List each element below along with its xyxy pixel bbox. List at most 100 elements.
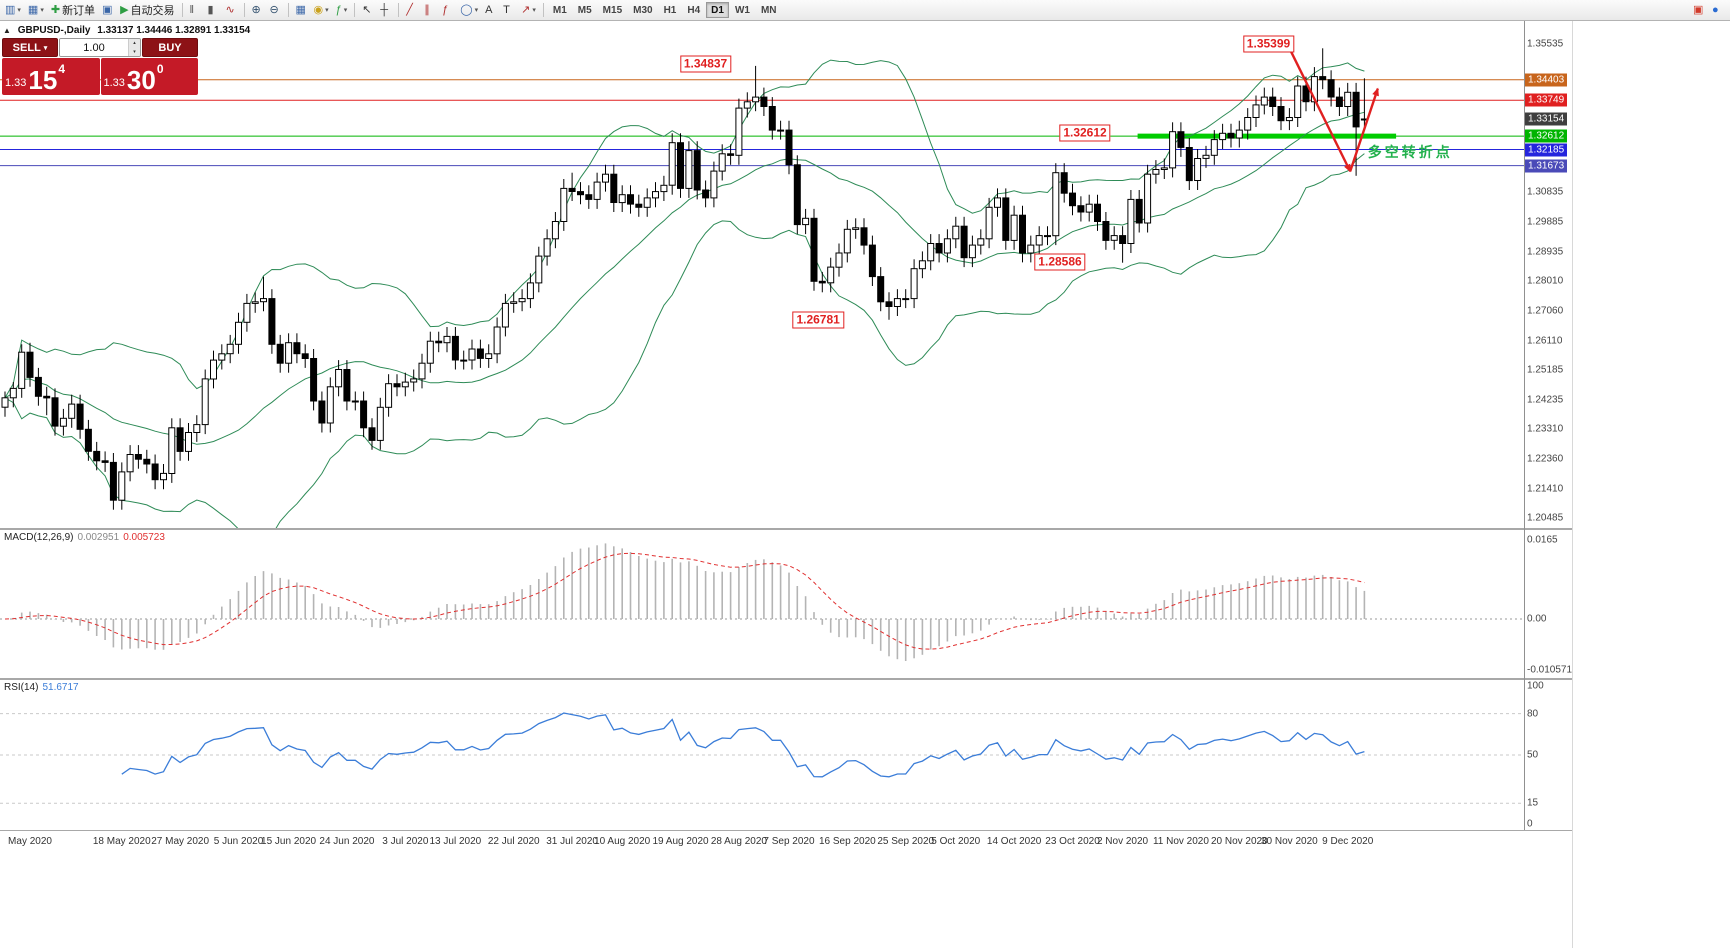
price-callout[interactable]: 1.34837 (679, 55, 732, 73)
sell-button-label: SELL (12, 41, 41, 54)
candlestick (710, 170, 718, 199)
candlestick (652, 191, 659, 199)
price-callout[interactable]: 1.28586 (1034, 253, 1086, 271)
market-watch-button[interactable]: ▣ (99, 2, 116, 19)
date-tick: 5 Oct 2020 (931, 836, 981, 847)
candlestick (109, 461, 117, 501)
candlestick (918, 260, 926, 270)
timeframe-m5-button[interactable]: M5 (573, 2, 597, 18)
bid-price[interactable]: 1.33 15 4 (2, 58, 100, 95)
indicators-button[interactable]: ƒ ▾ (333, 2, 351, 19)
volume-down-button[interactable]: ▾ (129, 47, 140, 56)
text-label-button[interactable]: T (500, 2, 517, 19)
cursor-button[interactable]: ↖ (359, 2, 376, 19)
text-button[interactable]: A (482, 2, 499, 19)
toolbar-right: ▣ ● (1690, 0, 1726, 20)
rsi-tick: 0 (1527, 818, 1533, 830)
auto-trading-button[interactable]: ▶ 自动交易 (117, 2, 177, 19)
toolbar-separator (542, 3, 544, 17)
chart-note[interactable]: 多空转折点 (1367, 143, 1453, 160)
candlestick (1035, 235, 1043, 246)
price-chart-canvas[interactable] (0, 20, 1524, 528)
trendline-button[interactable]: ╱ (403, 2, 420, 19)
volume-up-button[interactable]: ▴ (129, 39, 140, 48)
panel-divider (0, 830, 1572, 831)
ohlc-values: 1.33137 1.34446 1.32891 1.33154 (97, 25, 251, 36)
macd-chart-canvas[interactable] (0, 530, 1524, 678)
chart-header: ▲ GBPUSD-,Daily 1.33137 1.34446 1.32891 … (3, 25, 254, 36)
candlestick (1135, 198, 1143, 224)
candlestick (968, 244, 976, 259)
buy-button[interactable]: BUY (142, 38, 198, 57)
sell-button[interactable]: SELL ▾ (2, 38, 58, 57)
candlestick (518, 298, 526, 303)
arrows-button[interactable]: ↗ ▾ (518, 2, 539, 19)
channel-button[interactable]: ∥ (421, 2, 438, 19)
timeframe-h1-button[interactable]: H1 (659, 2, 682, 18)
navigator-button[interactable]: ◉ ▾ (311, 2, 332, 19)
candlestick (51, 397, 59, 427)
candlestick (176, 427, 184, 452)
ohlc-bars-button[interactable]: ‖ (187, 2, 204, 19)
zoom-out-button[interactable]: ⊖ (267, 2, 284, 19)
rsi-chart-canvas[interactable] (0, 680, 1524, 830)
candlestick (368, 427, 376, 441)
timeframe-h4-button[interactable]: H4 (682, 2, 705, 18)
community-button[interactable]: ● (1709, 2, 1726, 19)
candlestick (1019, 214, 1026, 254)
candlestick (727, 153, 735, 156)
timeframe-w1-button[interactable]: W1 (730, 2, 755, 18)
candlestick (485, 353, 493, 359)
panel-divider[interactable] (0, 528, 1572, 530)
timeframe-mn-button[interactable]: MN (756, 2, 782, 18)
new-order-button[interactable]: ✚ 新订单 (48, 2, 98, 19)
alerts-button[interactable]: ▣ (1690, 2, 1707, 19)
date-tick: 27 May 2020 (151, 836, 210, 847)
panel-divider[interactable] (0, 678, 1572, 680)
timeframe-m1-button[interactable]: M1 (548, 2, 572, 18)
fibonacci-button[interactable]: ƒ (439, 2, 456, 19)
candlestick (1085, 203, 1093, 213)
timeframe-d1-button[interactable]: D1 (706, 2, 729, 18)
zoom-in-button[interactable]: ⊕ (249, 2, 266, 19)
price-axis-line (1524, 20, 1525, 830)
candlestick (568, 187, 576, 192)
candlestick (268, 298, 276, 345)
candlesticks-button[interactable]: ▮ (205, 2, 222, 19)
candlestick (793, 164, 801, 226)
ask-price[interactable]: 1.33 30 0 (100, 58, 198, 95)
price-tick: 1.26110 (1527, 335, 1563, 347)
timeframe-m15-button[interactable]: M15 (598, 2, 627, 18)
candlestick (293, 342, 301, 355)
date-tick: 25 Sep 2020 (877, 836, 935, 847)
date-tick: 5 Jun 2020 (213, 836, 264, 847)
candlestick (59, 417, 67, 427)
profiles-button[interactable]: ▦ ▾ (25, 2, 47, 19)
candlestick (1252, 104, 1260, 119)
candlestick (685, 150, 693, 189)
price-axis-label: 1.31673 (1525, 159, 1568, 173)
alerts-icon: ▣ (1693, 3, 1704, 16)
candlestick (251, 301, 259, 304)
candlestick (385, 383, 393, 408)
price-callout[interactable]: 1.35399 (1242, 35, 1295, 53)
trendline-icon: ╱ (406, 3, 413, 16)
trend-arrow[interactable] (1349, 87, 1379, 172)
zoom-out-icon: ⊖ (269, 3, 279, 16)
line-chart-button[interactable]: ∿ (223, 2, 240, 19)
new-chart-button[interactable]: ▥ ▾ (2, 2, 24, 19)
shapes-button[interactable]: ◯ ▾ (457, 2, 481, 19)
price-callout[interactable]: 1.26781 (792, 311, 844, 329)
price-callout[interactable]: 1.32612 (1059, 124, 1111, 142)
trend-arrow[interactable] (1286, 44, 1352, 173)
timeframe-m30-button[interactable]: M30 (628, 2, 657, 18)
volume-input[interactable] (60, 39, 128, 56)
candlestick (243, 302, 251, 323)
tile-windows-button[interactable]: ▦ (293, 2, 310, 19)
crosshair-button[interactable]: ┼ (377, 2, 394, 19)
candlestick (585, 194, 593, 200)
crosshair-icon: ┼ (380, 3, 389, 16)
zoom-in-icon: ⊕ (251, 3, 261, 16)
candlestick (877, 276, 885, 303)
oct-collapse-icon[interactable]: ▲ (3, 26, 11, 35)
